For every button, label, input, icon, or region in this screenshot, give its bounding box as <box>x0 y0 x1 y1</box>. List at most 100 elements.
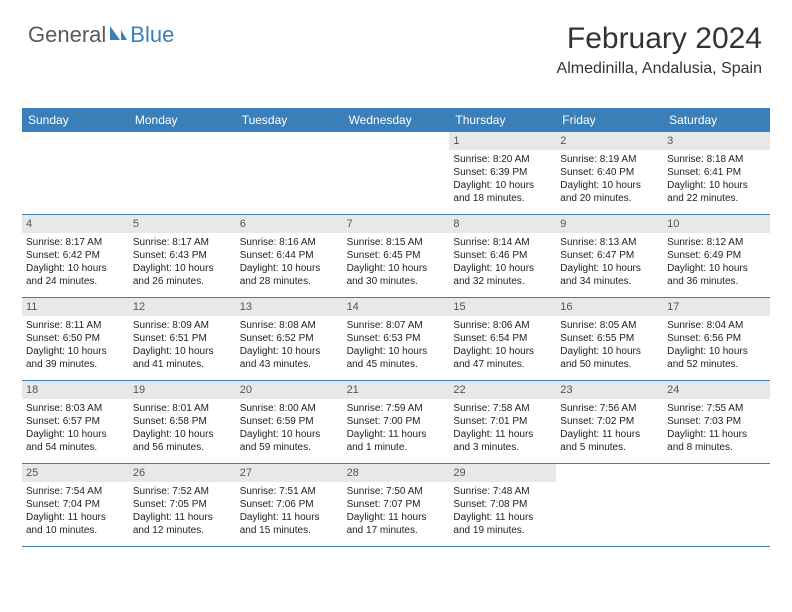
calendar-cell: 1Sunrise: 8:20 AMSunset: 6:39 PMDaylight… <box>449 132 556 214</box>
daylight-text: Daylight: 11 hours and 1 minute. <box>347 428 446 454</box>
calendar-cell: 18Sunrise: 8:03 AMSunset: 6:57 PMDayligh… <box>22 381 129 463</box>
daylight-text: Daylight: 10 hours and 47 minutes. <box>453 345 552 371</box>
daylight-text: Daylight: 10 hours and 36 minutes. <box>667 262 766 288</box>
calendar-cell: 20Sunrise: 8:00 AMSunset: 6:59 PMDayligh… <box>236 381 343 463</box>
day-number: 5 <box>129 215 236 233</box>
sunrise-text: Sunrise: 7:50 AM <box>347 485 446 498</box>
day-number: 4 <box>22 215 129 233</box>
logo-text-general: General <box>28 22 106 48</box>
sunset-text: Sunset: 6:47 PM <box>560 249 659 262</box>
weekday-header: Thursday <box>449 108 556 132</box>
daylight-text: Daylight: 10 hours and 45 minutes. <box>347 345 446 371</box>
day-number: 13 <box>236 298 343 316</box>
sunrise-text: Sunrise: 8:14 AM <box>453 236 552 249</box>
daylight-text: Daylight: 10 hours and 34 minutes. <box>560 262 659 288</box>
month-title: February 2024 <box>557 22 762 56</box>
calendar-cell <box>556 464 663 546</box>
sunset-text: Sunset: 6:50 PM <box>26 332 125 345</box>
daylight-text: Daylight: 11 hours and 15 minutes. <box>240 511 339 537</box>
sunrise-text: Sunrise: 7:56 AM <box>560 402 659 415</box>
sunset-text: Sunset: 6:42 PM <box>26 249 125 262</box>
calendar-cell <box>22 132 129 214</box>
daylight-text: Daylight: 10 hours and 32 minutes. <box>453 262 552 288</box>
calendar-cell <box>663 464 770 546</box>
sunrise-text: Sunrise: 8:06 AM <box>453 319 552 332</box>
sunrise-text: Sunrise: 8:05 AM <box>560 319 659 332</box>
weekday-header-row: SundayMondayTuesdayWednesdayThursdayFrid… <box>22 108 770 132</box>
day-number: 9 <box>556 215 663 233</box>
sunset-text: Sunset: 7:07 PM <box>347 498 446 511</box>
calendar-cell: 13Sunrise: 8:08 AMSunset: 6:52 PMDayligh… <box>236 298 343 380</box>
sunset-text: Sunset: 7:06 PM <box>240 498 339 511</box>
sunrise-text: Sunrise: 8:07 AM <box>347 319 446 332</box>
sunrise-text: Sunrise: 8:20 AM <box>453 153 552 166</box>
sunrise-text: Sunrise: 7:52 AM <box>133 485 232 498</box>
sunset-text: Sunset: 7:03 PM <box>667 415 766 428</box>
calendar-cell: 11Sunrise: 8:11 AMSunset: 6:50 PMDayligh… <box>22 298 129 380</box>
calendar-week: 4 Sunrise: 8:17 AM Sunset: 6:42 PM Daylight… <box>22 215 770 298</box>
calendar-cell: 16Sunrise: 8:05 AMSunset: 6:55 PMDayligh… <box>556 298 663 380</box>
sunrise-text: Sunrise: 8:08 AM <box>240 319 339 332</box>
calendar-cell: 19Sunrise: 8:01 AMSunset: 6:58 PMDayligh… <box>129 381 236 463</box>
day-number: 26 <box>129 464 236 482</box>
page-header: February 2024 Almedinilla, Andalusia, Sp… <box>557 22 762 78</box>
day-number: 7 <box>343 215 450 233</box>
daylight-text: Daylight: 11 hours and 17 minutes. <box>347 511 446 537</box>
sunrise-text: Sunrise: 8:09 AM <box>133 319 232 332</box>
day-number: 15 <box>449 298 556 316</box>
day-number: 12 <box>129 298 236 316</box>
day-number: 18 <box>22 381 129 399</box>
location-subtitle: Almedinilla, Andalusia, Spain <box>557 60 762 78</box>
calendar-body: 1Sunrise: 8:20 AMSunset: 6:39 PMDaylight… <box>22 132 770 547</box>
sunrise-text: Sunrise: 8:16 AM <box>240 236 339 249</box>
calendar-cell <box>343 132 450 214</box>
sunrise-text: Sunrise: 7:54 AM <box>26 485 125 498</box>
sunset-text: Sunset: 7:01 PM <box>453 415 552 428</box>
sunrise-text: Sunrise: 8:17 AM <box>133 236 232 249</box>
day-number: 16 <box>556 298 663 316</box>
sunset-text: Sunset: 6:46 PM <box>453 249 552 262</box>
daylight-text: Daylight: 11 hours and 8 minutes. <box>667 428 766 454</box>
sunrise-text: Sunrise: 8:12 AM <box>667 236 766 249</box>
sunrise-text: Sunrise: 8:04 AM <box>667 319 766 332</box>
sunset-text: Sunset: 6:45 PM <box>347 249 446 262</box>
brand-logo: General Blue <box>28 22 174 48</box>
day-number: 8 <box>449 215 556 233</box>
daylight-text: Daylight: 10 hours and 20 minutes. <box>560 179 659 205</box>
calendar-cell: 9Sunrise: 8:13 AMSunset: 6:47 PMDaylight… <box>556 215 663 297</box>
sunset-text: Sunset: 6:51 PM <box>133 332 232 345</box>
daylight-text: Daylight: 10 hours and 52 minutes. <box>667 345 766 371</box>
daylight-text: Daylight: 10 hours and 18 minutes. <box>453 179 552 205</box>
sunset-text: Sunset: 6:53 PM <box>347 332 446 345</box>
sunrise-text: Sunrise: 7:51 AM <box>240 485 339 498</box>
calendar-week: 11Sunrise: 8:11 AMSunset: 6:50 PMDayligh… <box>22 298 770 381</box>
calendar-cell: 10Sunrise: 8:12 AMSunset: 6:49 PMDayligh… <box>663 215 770 297</box>
daylight-text: Daylight: 11 hours and 12 minutes. <box>133 511 232 537</box>
day-number: 6 <box>236 215 343 233</box>
daylight-text: Daylight: 10 hours and 41 minutes. <box>133 345 232 371</box>
day-number: 28 <box>343 464 450 482</box>
logo-text-blue: Blue <box>130 22 174 48</box>
daylight-text: Daylight: 10 hours and 22 minutes. <box>667 179 766 205</box>
daylight-text: Daylight: 11 hours and 19 minutes. <box>453 511 552 537</box>
calendar-cell: 14 Sunrise: 8:07 AMSunset: 6:53 PMDayligh… <box>343 298 450 380</box>
day-number: 17 <box>663 298 770 316</box>
sunset-text: Sunset: 6:43 PM <box>133 249 232 262</box>
sunset-text: Sunset: 6:39 PM <box>453 166 552 179</box>
weekday-header: Saturday <box>663 108 770 132</box>
calendar-cell <box>129 132 236 214</box>
sunrise-text: Sunrise: 7:59 AM <box>347 402 446 415</box>
day-number: 3 <box>663 132 770 150</box>
sunset-text: Sunset: 6:44 PM <box>240 249 339 262</box>
daylight-text: Daylight: 11 hours and 3 minutes. <box>453 428 552 454</box>
day-number: 11 <box>22 298 129 316</box>
sunset-text: Sunset: 6:55 PM <box>560 332 659 345</box>
sunset-text: Sunset: 7:02 PM <box>560 415 659 428</box>
weekday-header: Friday <box>556 108 663 132</box>
calendar-cell: 7Sunrise: 8:15 AMSunset: 6:45 PMDaylight… <box>343 215 450 297</box>
daylight-text: Daylight: 10 hours and 28 minutes. <box>240 262 339 288</box>
calendar-cell: 8 Sunrise: 8:14 AMSunset: 6:46 PMDaylight… <box>449 215 556 297</box>
calendar-cell: 25Sunrise: 7:54 AMSunset: 7:04 PMDayligh… <box>22 464 129 546</box>
day-number: 14 <box>343 298 450 316</box>
sunset-text: Sunset: 6:57 PM <box>26 415 125 428</box>
